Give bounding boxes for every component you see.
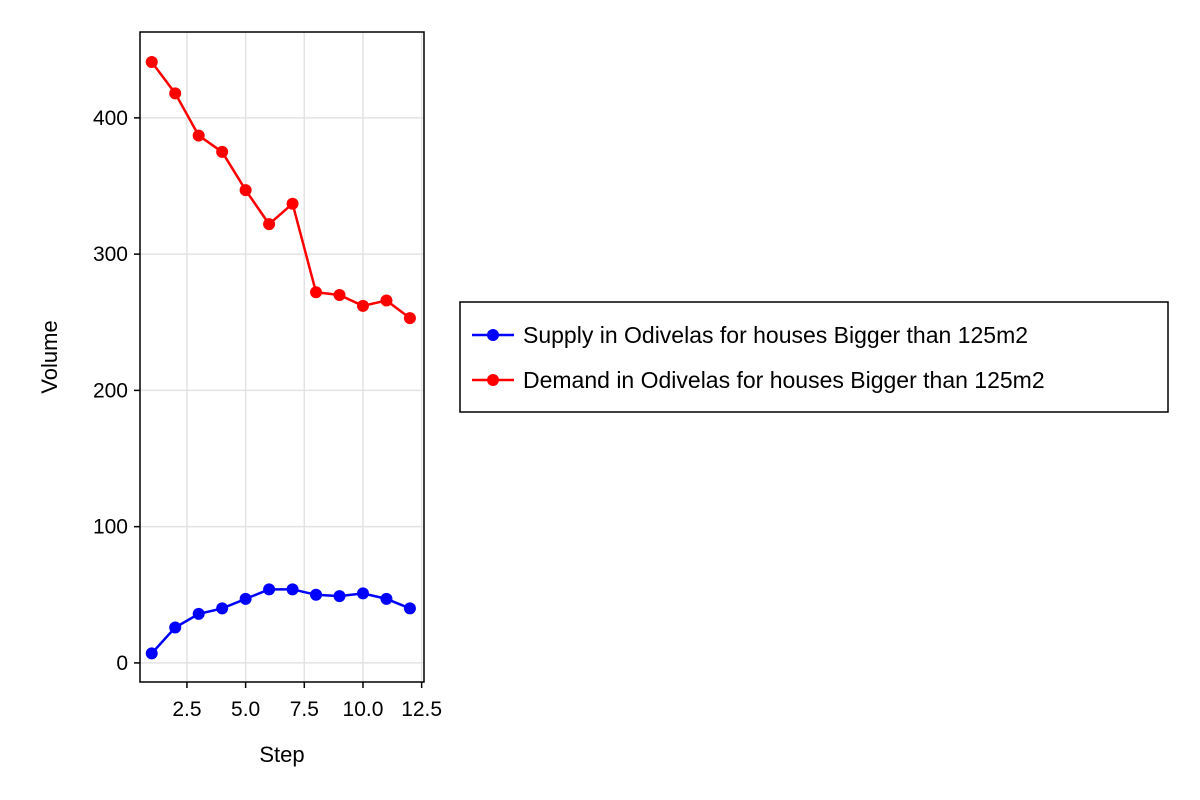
data-point — [239, 592, 252, 605]
series-supply — [145, 583, 416, 660]
data-point — [192, 607, 205, 620]
data-point — [310, 286, 323, 299]
axes: 2.5 5.0 7.5 10.0 12.5 0 100 200 300 400 — [93, 107, 442, 721]
grid-lines — [140, 32, 424, 682]
legend-marker — [487, 329, 499, 341]
data-point — [216, 602, 229, 615]
data-point — [169, 87, 182, 100]
legend-entry: Demand in Odivelas for houses Bigger tha… — [472, 367, 1045, 393]
x-axis-title: Step — [259, 742, 304, 767]
y-tick-label: 0 — [116, 652, 128, 675]
x-tick-label: 7.5 — [290, 698, 319, 721]
data-point — [192, 129, 205, 142]
data-point — [403, 312, 416, 325]
data-point — [263, 583, 276, 596]
series-line — [150, 61, 411, 320]
series-line — [150, 588, 411, 655]
data-point — [380, 592, 393, 605]
plot-area-frame — [139, 31, 425, 683]
data-point — [333, 288, 346, 301]
data-point — [356, 587, 369, 600]
x-tick-label: 5.0 — [231, 698, 260, 721]
legend-marker — [487, 374, 499, 386]
x-tick-label: 2.5 — [172, 698, 201, 721]
data-point — [333, 590, 346, 603]
data-point — [239, 184, 252, 197]
y-tick-label: 400 — [93, 107, 128, 130]
legend-label: Demand in Odivelas for houses Bigger tha… — [523, 367, 1045, 393]
data-point — [145, 55, 158, 68]
y-tick-label: 300 — [93, 243, 128, 266]
data-point — [263, 218, 276, 231]
data-point — [286, 583, 299, 596]
y-tick-label: 200 — [93, 379, 128, 402]
legend-entry: Supply in Odivelas for houses Bigger tha… — [472, 322, 1028, 348]
series-layer — [145, 55, 416, 660]
data-point — [380, 294, 393, 307]
data-point — [216, 145, 229, 158]
series-demand — [145, 55, 416, 325]
data-point — [310, 588, 323, 601]
legend: Supply in Odivelas for houses Bigger tha… — [459, 301, 1169, 413]
data-point — [145, 647, 158, 660]
legend-label: Supply in Odivelas for houses Bigger tha… — [523, 322, 1028, 348]
y-axis-title: Volume — [37, 320, 62, 393]
data-point — [169, 621, 182, 634]
x-tick-label: 10.0 — [343, 698, 384, 721]
x-tick-label: 12.5 — [401, 698, 442, 721]
data-point — [356, 299, 369, 312]
data-point — [403, 602, 416, 615]
data-point — [286, 197, 299, 210]
y-tick-label: 100 — [93, 516, 128, 539]
legend-box — [459, 301, 1169, 413]
